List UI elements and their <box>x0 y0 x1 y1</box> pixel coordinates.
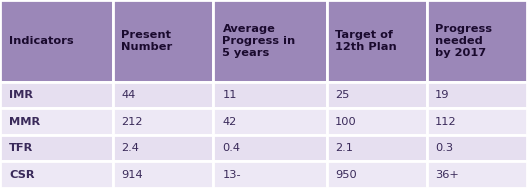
Text: Indicators: Indicators <box>9 36 74 46</box>
Text: 950: 950 <box>335 170 356 180</box>
Bar <box>427 161 527 188</box>
Bar <box>213 161 327 188</box>
Bar <box>213 135 327 161</box>
Bar <box>0 0 113 82</box>
Text: 19: 19 <box>435 90 450 100</box>
Bar <box>427 135 527 161</box>
Text: 212: 212 <box>121 117 143 127</box>
Bar <box>113 82 213 108</box>
Text: Progress
needed
by 2017: Progress needed by 2017 <box>435 24 492 58</box>
Text: 112: 112 <box>435 117 456 127</box>
Bar <box>0 82 113 108</box>
Text: 0.4: 0.4 <box>222 143 240 153</box>
Text: TFR: TFR <box>9 143 33 153</box>
Text: Average
Progress in
5 years: Average Progress in 5 years <box>222 24 296 58</box>
Text: CSR: CSR <box>9 170 35 180</box>
Bar <box>213 108 327 135</box>
Text: 25: 25 <box>335 90 349 100</box>
Text: 13-: 13- <box>222 170 241 180</box>
Bar <box>113 0 213 82</box>
Bar <box>213 0 327 82</box>
Bar <box>327 135 427 161</box>
Bar <box>427 108 527 135</box>
Text: IMR: IMR <box>9 90 33 100</box>
Bar <box>427 82 527 108</box>
Bar <box>0 108 113 135</box>
Text: Target of
12th Plan: Target of 12th Plan <box>335 30 396 52</box>
Bar <box>327 82 427 108</box>
Text: 36+: 36+ <box>435 170 458 180</box>
Text: Present
Number: Present Number <box>121 30 172 52</box>
Text: 11: 11 <box>222 90 237 100</box>
Bar <box>0 161 113 188</box>
Bar <box>0 135 113 161</box>
Bar <box>327 108 427 135</box>
Text: 0.3: 0.3 <box>435 143 453 153</box>
Text: 914: 914 <box>121 170 143 180</box>
Text: 100: 100 <box>335 117 356 127</box>
Bar <box>113 108 213 135</box>
Text: 2.4: 2.4 <box>121 143 139 153</box>
Bar <box>327 0 427 82</box>
Bar <box>113 161 213 188</box>
Text: 2.1: 2.1 <box>335 143 353 153</box>
Text: 44: 44 <box>121 90 135 100</box>
Bar <box>213 82 327 108</box>
Bar <box>327 161 427 188</box>
Bar <box>113 135 213 161</box>
Text: MMR: MMR <box>9 117 40 127</box>
Text: 42: 42 <box>222 117 237 127</box>
Bar <box>427 0 527 82</box>
